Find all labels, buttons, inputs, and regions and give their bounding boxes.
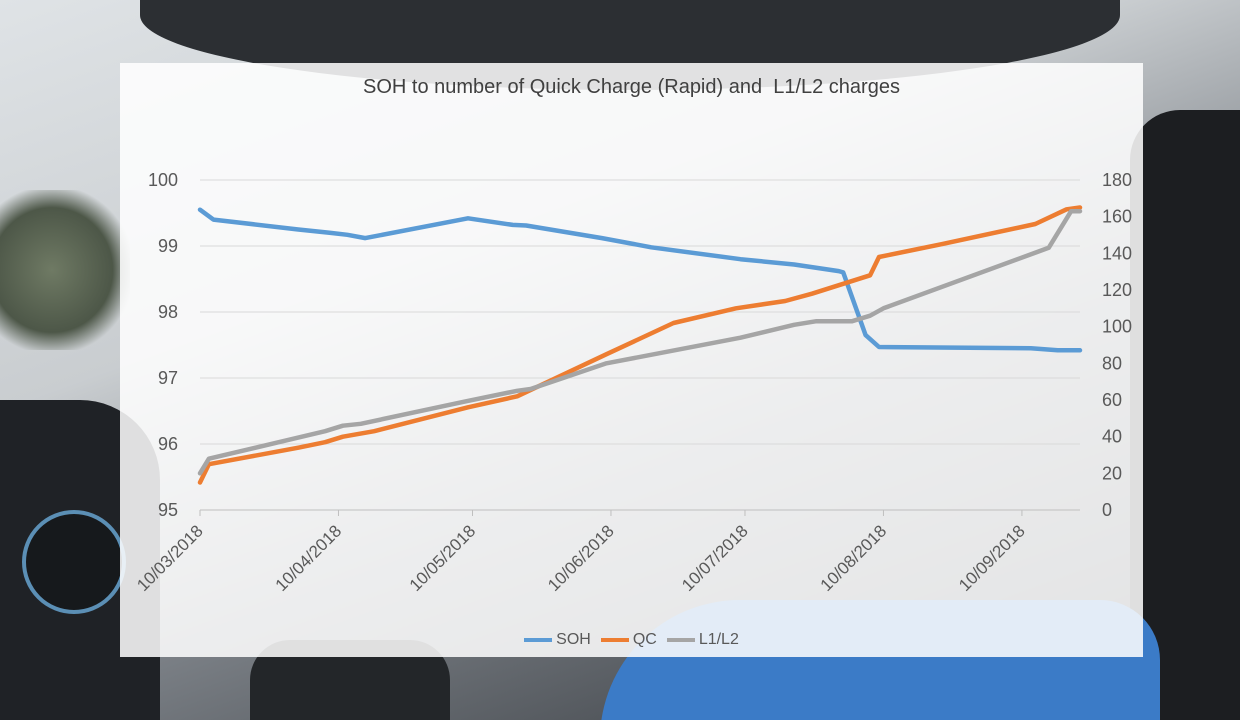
y-right-tick-label: 180 bbox=[1102, 170, 1132, 190]
y-right-tick-label: 80 bbox=[1102, 353, 1122, 373]
series-line-qc bbox=[197, 205, 1083, 485]
y-left-tick-label: 95 bbox=[158, 500, 178, 520]
x-tick-label: 10/04/2018 bbox=[272, 521, 346, 595]
roadside-trees bbox=[0, 190, 130, 350]
legend-label: QC bbox=[632, 631, 657, 648]
line-chart: 95 96 97 98 99 100 0 20 40 60 80 100 120 140 160 180 10/… bbox=[133, 170, 1132, 595]
x-tick-label: 10/08/2018 bbox=[817, 521, 891, 595]
legend-swatch bbox=[666, 637, 695, 642]
legend-label: SOH bbox=[556, 631, 591, 648]
legend-swatch bbox=[524, 637, 553, 642]
series-line-l1-l2 bbox=[197, 208, 1083, 476]
y-right-tick-label: 20 bbox=[1102, 463, 1122, 483]
y-left-tick-label: 96 bbox=[158, 434, 178, 454]
y-right-tick-label: 140 bbox=[1102, 243, 1132, 263]
y-right-tick-label: 160 bbox=[1102, 207, 1132, 227]
legend-item: L1/L2 bbox=[666, 631, 739, 649]
y-right-tick-label: 0 bbox=[1102, 500, 1112, 520]
legend-label: L1/L2 bbox=[698, 631, 739, 648]
chart-title: SOH to number of Quick Charge (Rapid) an… bbox=[363, 76, 900, 98]
car-seat bbox=[1130, 110, 1240, 720]
y-left-tick-label: 98 bbox=[158, 302, 178, 322]
series-line-soh bbox=[197, 207, 1083, 353]
y-left-tick-label: 97 bbox=[158, 368, 178, 388]
x-tick-label: 10/06/2018 bbox=[544, 521, 618, 595]
y-left-tick-label: 99 bbox=[158, 236, 178, 256]
x-tick-label: 10/03/2018 bbox=[133, 521, 207, 595]
x-tick-label: 10/05/2018 bbox=[406, 521, 480, 595]
legend-swatch bbox=[600, 637, 629, 642]
y-right-tick-label: 40 bbox=[1102, 427, 1122, 447]
y-right-tick-label: 100 bbox=[1102, 317, 1132, 337]
y-left-tick-label: 100 bbox=[148, 170, 178, 190]
chart-legend: SOH QC L1/L2 bbox=[120, 631, 1143, 649]
chart-panel: SOH to number of Quick Charge (Rapid) an… bbox=[120, 63, 1143, 657]
y-right-tick-label: 120 bbox=[1102, 280, 1132, 300]
speedometer-gauge bbox=[22, 510, 126, 614]
legend-item: SOH bbox=[524, 631, 591, 649]
x-tick-label: 10/07/2018 bbox=[678, 521, 752, 595]
legend-item: QC bbox=[600, 631, 657, 649]
y-right-tick-label: 60 bbox=[1102, 390, 1122, 410]
x-tick-label: 10/09/2018 bbox=[955, 521, 1029, 595]
